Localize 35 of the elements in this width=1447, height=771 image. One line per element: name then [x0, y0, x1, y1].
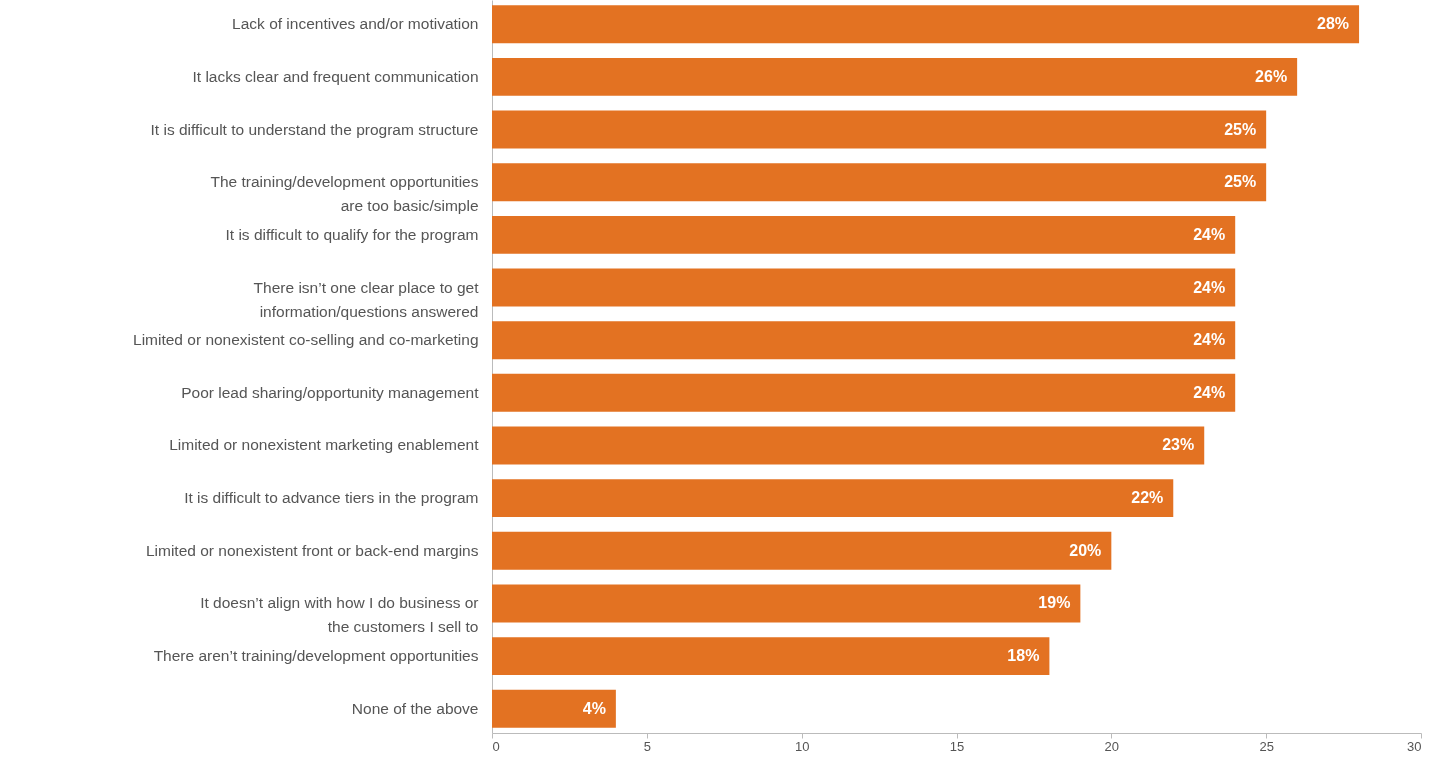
data-label: 4% [582, 699, 606, 717]
data-label: 18% [1007, 647, 1040, 665]
y-tick-label: There aren’t training/development opportunities [153, 647, 479, 665]
x-tick-label: 10 [794, 738, 810, 754]
x-tick-label: 15 [949, 738, 965, 754]
x-tick-label: 25 [1259, 738, 1274, 754]
y-tick-label: The training/development opportunities are too basic/simple [210, 173, 479, 215]
data-label: 22% [1131, 489, 1164, 507]
y-tick-label: Limited or nonexistent co-selling and co-marketing [133, 331, 479, 349]
y-tick-label: It lacks clear and frequent communication [192, 67, 479, 85]
y-tick-label: It doesn’t align with how I do business or the customers I sell to [200, 594, 479, 636]
y-tick-label: It is difficult to qualify for the program [225, 225, 479, 243]
y-tick-label: It is difficult to understand the program structure [150, 120, 479, 138]
y-tick-label: Limited or nonexistent marketing enablement [169, 436, 480, 454]
data-label: 25% [1224, 173, 1257, 191]
y-tick-label: Limited or nonexistent front or back-end margins [145, 541, 479, 559]
y-tick-label: There isn’t one clear place to get information/questions answered [253, 278, 480, 320]
data-label: 24% [1193, 383, 1226, 401]
data-label: 23% [1162, 436, 1195, 454]
data-label: 24% [1193, 225, 1226, 243]
data-label: 26% [1255, 67, 1288, 85]
y-tick-label: None of the above [351, 699, 479, 717]
x-tick-label: 5 [643, 738, 651, 754]
y-tick-label: Poor lead sharing/opportunity management [181, 383, 480, 401]
data-label: 25% [1224, 120, 1257, 138]
data-label: 28% [1317, 15, 1350, 33]
data-label: 19% [1038, 594, 1071, 612]
x-tick-label: 30 [1407, 738, 1422, 754]
y-tick-label: Lack of incentives and/or motivation [232, 15, 479, 33]
data-label: 20% [1069, 541, 1102, 559]
y-tick-label: It is difficult to advance tiers in the program [184, 489, 479, 507]
x-tick-label: 0 [492, 738, 500, 754]
data-label: 24% [1193, 278, 1226, 296]
data-label: 24% [1193, 331, 1226, 349]
x-tick-label: 20 [1104, 738, 1120, 754]
